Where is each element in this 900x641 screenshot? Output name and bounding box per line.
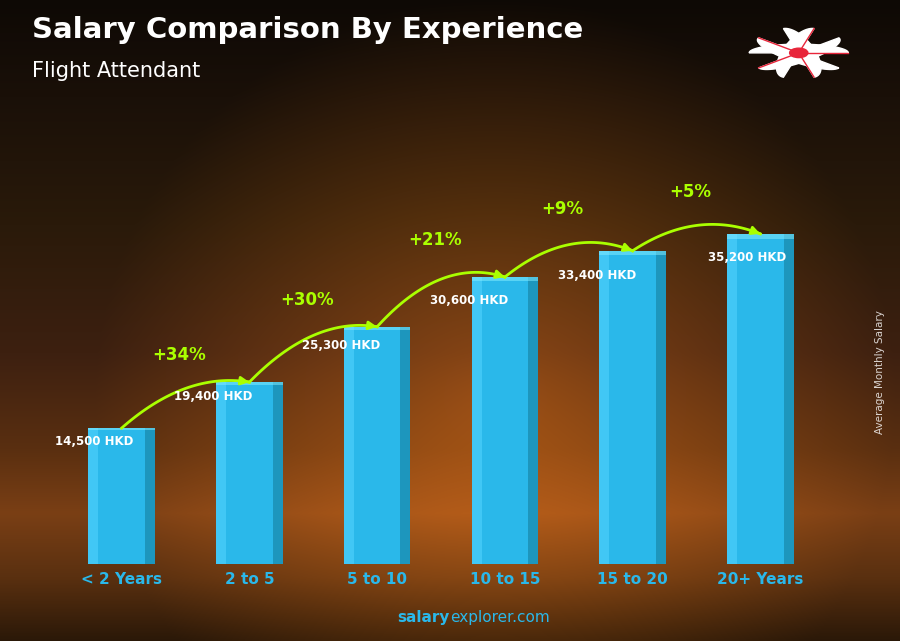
Bar <box>344 327 354 564</box>
Bar <box>472 277 538 564</box>
Text: +9%: +9% <box>541 200 583 218</box>
Bar <box>784 234 794 564</box>
Bar <box>599 251 666 256</box>
Text: Average Monthly Salary: Average Monthly Salary <box>875 310 886 434</box>
Bar <box>727 234 794 564</box>
Bar <box>88 428 155 564</box>
Text: explorer.com: explorer.com <box>450 610 550 625</box>
Bar <box>400 327 410 564</box>
Polygon shape <box>759 38 840 69</box>
Text: 35,200 HKD: 35,200 HKD <box>708 251 787 263</box>
Polygon shape <box>758 38 839 69</box>
Bar <box>727 234 737 564</box>
Bar <box>216 382 283 564</box>
Bar <box>145 428 155 564</box>
Text: +34%: +34% <box>152 346 206 364</box>
Polygon shape <box>783 28 821 77</box>
Text: Salary Comparison By Experience: Salary Comparison By Experience <box>32 16 583 44</box>
Text: 25,300 HKD: 25,300 HKD <box>302 339 381 353</box>
Bar <box>472 277 538 281</box>
Bar <box>344 327 410 330</box>
Bar <box>344 327 410 564</box>
Bar <box>656 251 666 564</box>
Bar <box>88 428 98 564</box>
Bar <box>727 234 794 239</box>
Text: 19,400 HKD: 19,400 HKD <box>175 390 253 403</box>
Text: 14,500 HKD: 14,500 HKD <box>55 435 133 448</box>
Bar <box>216 382 226 564</box>
Text: +21%: +21% <box>408 231 462 249</box>
Polygon shape <box>777 28 815 77</box>
Text: +30%: +30% <box>280 291 334 309</box>
Bar <box>216 382 283 385</box>
Polygon shape <box>749 44 849 53</box>
Text: +5%: +5% <box>669 183 711 201</box>
Bar <box>273 382 283 564</box>
Text: salary: salary <box>398 610 450 625</box>
Bar <box>599 251 609 564</box>
Bar <box>528 277 538 564</box>
Bar <box>599 251 666 564</box>
Bar <box>88 428 155 430</box>
Text: 30,600 HKD: 30,600 HKD <box>430 294 508 306</box>
Bar <box>472 277 482 564</box>
Text: Flight Attendant: Flight Attendant <box>32 61 200 81</box>
Text: 33,400 HKD: 33,400 HKD <box>558 269 636 282</box>
Circle shape <box>789 48 808 58</box>
